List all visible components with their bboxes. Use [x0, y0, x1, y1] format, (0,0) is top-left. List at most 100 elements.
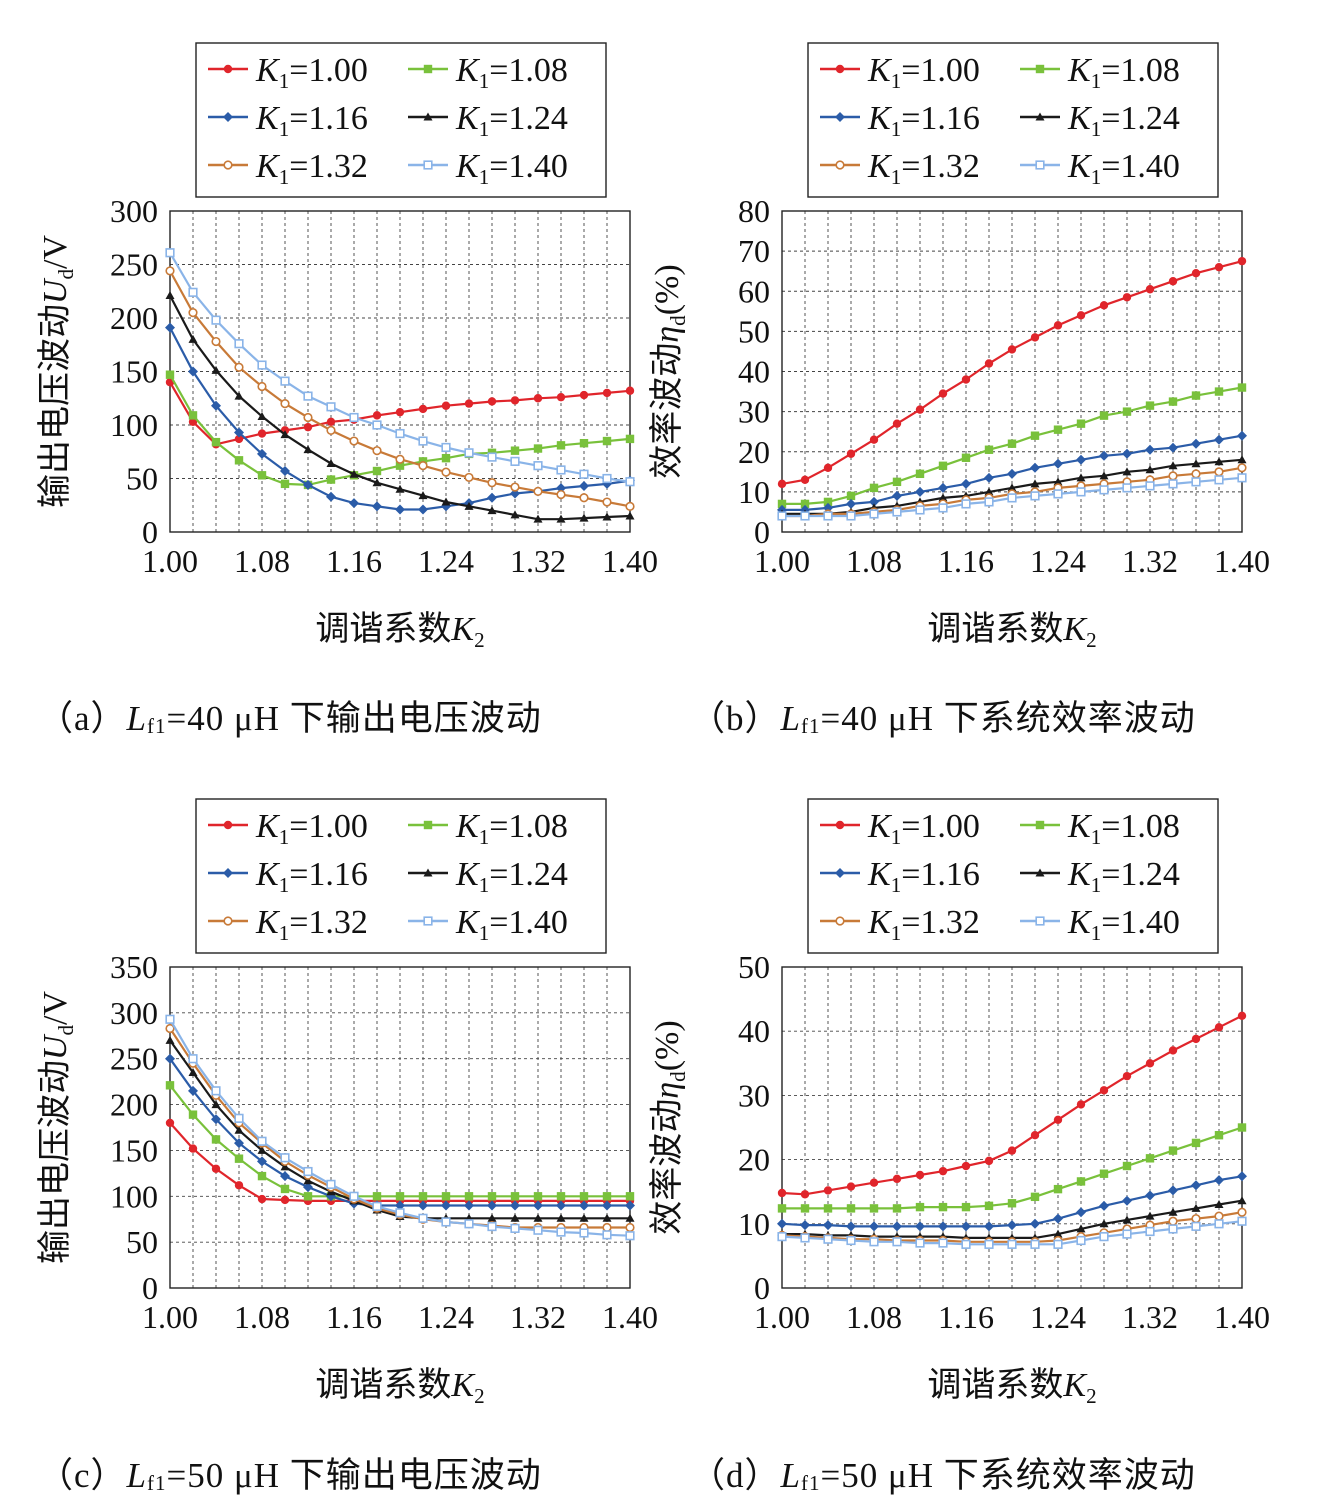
data-point: [418, 491, 428, 500]
x-tick-label: 1.32: [510, 543, 566, 579]
x-tick-label: 1.16: [938, 543, 994, 579]
data-point: [510, 1192, 520, 1201]
data-point: [372, 420, 382, 430]
x-tick-label: 1.08: [846, 1299, 902, 1335]
data-point: [1168, 1046, 1178, 1055]
data-point: [869, 1221, 879, 1232]
data-point: [395, 504, 405, 515]
data-point: [602, 1213, 612, 1222]
legend-marker: [223, 916, 233, 926]
data-point: [464, 448, 474, 458]
data-point: [846, 498, 856, 509]
data-point: [211, 1086, 221, 1096]
data-point: [441, 1200, 451, 1211]
data-point: [1145, 1226, 1155, 1237]
data-point: [915, 469, 925, 479]
legend-marker: [1035, 160, 1045, 170]
data-point: [1007, 1199, 1017, 1208]
data-point: [1214, 1200, 1224, 1209]
series-2: [165, 1081, 635, 1201]
data-point: [1030, 1192, 1040, 1202]
chart-3: 0 50 100 150 200 250 300 350 1.00 1.08 1.16 1.24 1.3…: [36, 798, 658, 1408]
data-point: [984, 487, 994, 496]
data-point: [533, 1213, 543, 1222]
x-tick-label: 1.24: [1030, 543, 1086, 579]
data-point: [579, 513, 589, 522]
data-point: [869, 1237, 879, 1247]
legend-label: K1=1.00: [255, 52, 368, 93]
data-point: [1191, 477, 1201, 487]
data-point: [1168, 1207, 1178, 1216]
data-point: [1237, 463, 1247, 473]
data-point: [1168, 1216, 1178, 1226]
data-point: [1145, 1211, 1155, 1220]
x-tick-label: 1.00: [142, 543, 198, 579]
data-point: [1099, 471, 1109, 480]
legend-box: [807, 42, 1219, 198]
data-point: [961, 1202, 971, 1212]
chart-2: 0 10 20 30 40 50 60 70 80 1.00 1.08 1.16 1.24 1.32 1.4…: [648, 42, 1270, 652]
data-point: [1076, 1224, 1086, 1233]
y-tick-label: 300: [110, 193, 158, 229]
data-point: [777, 1204, 787, 1213]
data-point: [303, 1166, 313, 1177]
data-point: [1076, 454, 1086, 465]
data-point: [280, 376, 290, 386]
legend-marker: [423, 160, 433, 170]
x-axis-label: 调谐系数K2: [927, 1366, 1096, 1408]
data-point: [234, 1138, 244, 1149]
data-point: [625, 434, 635, 444]
chart-4-legend: K1=1.00 K1=1.08 K1=1.16 K1=1.24 K1=1.32 K1=1.…: [807, 798, 1219, 954]
data-point: [625, 386, 635, 395]
data-point: [961, 499, 971, 509]
data-point: [418, 436, 428, 446]
data-point: [211, 315, 221, 325]
data-point: [869, 1178, 879, 1187]
data-point: [1053, 1184, 1063, 1194]
data-point: [625, 1231, 635, 1241]
data-point: [487, 1200, 497, 1211]
data-point: [510, 1223, 520, 1233]
data-point: [1053, 458, 1063, 469]
data-point: [846, 1221, 856, 1232]
data-point: [533, 486, 543, 496]
data-point: [846, 511, 856, 521]
data-point: [510, 510, 520, 519]
data-point: [510, 488, 520, 499]
y-tick-label: 0: [754, 1270, 770, 1306]
data-point: [395, 1192, 405, 1201]
data-point: [372, 1201, 382, 1211]
data-point: [234, 1154, 244, 1163]
data-point: [823, 1220, 833, 1231]
legend-label: K1=1.40: [455, 148, 568, 189]
data-point: [984, 1221, 994, 1232]
data-point: [395, 454, 405, 464]
data-point: [257, 1145, 267, 1154]
data-point: [1053, 425, 1063, 434]
series-3: [777, 1171, 1247, 1232]
data-point: [165, 248, 175, 258]
data-point: [1145, 1059, 1155, 1068]
data-point: [556, 465, 566, 475]
data-point: [1214, 1023, 1224, 1032]
data-point: [602, 1230, 612, 1240]
data-point: [1030, 462, 1040, 473]
series-1: [777, 256, 1247, 489]
y-tick-label: 30: [738, 1077, 770, 1113]
data-point: [1145, 1154, 1155, 1163]
data-point: [823, 511, 833, 521]
legend-marker: [223, 160, 233, 170]
y-tick-label: 50: [126, 1224, 158, 1260]
data-point: [395, 1200, 405, 1211]
data-point: [1099, 1219, 1109, 1228]
legend-label: K1=1.32: [255, 904, 368, 945]
y-tick-label: 50: [126, 461, 158, 497]
data-point: [165, 322, 175, 333]
data-point: [961, 1161, 971, 1171]
legend-label: K1=1.00: [867, 52, 980, 93]
legend-label: K1=1.32: [867, 148, 980, 189]
data-point: [579, 390, 589, 400]
y-tick-label: 0: [142, 514, 158, 550]
data-point: [533, 1192, 543, 1201]
y-axis-label: 效率波动ηd(%): [648, 1020, 690, 1234]
